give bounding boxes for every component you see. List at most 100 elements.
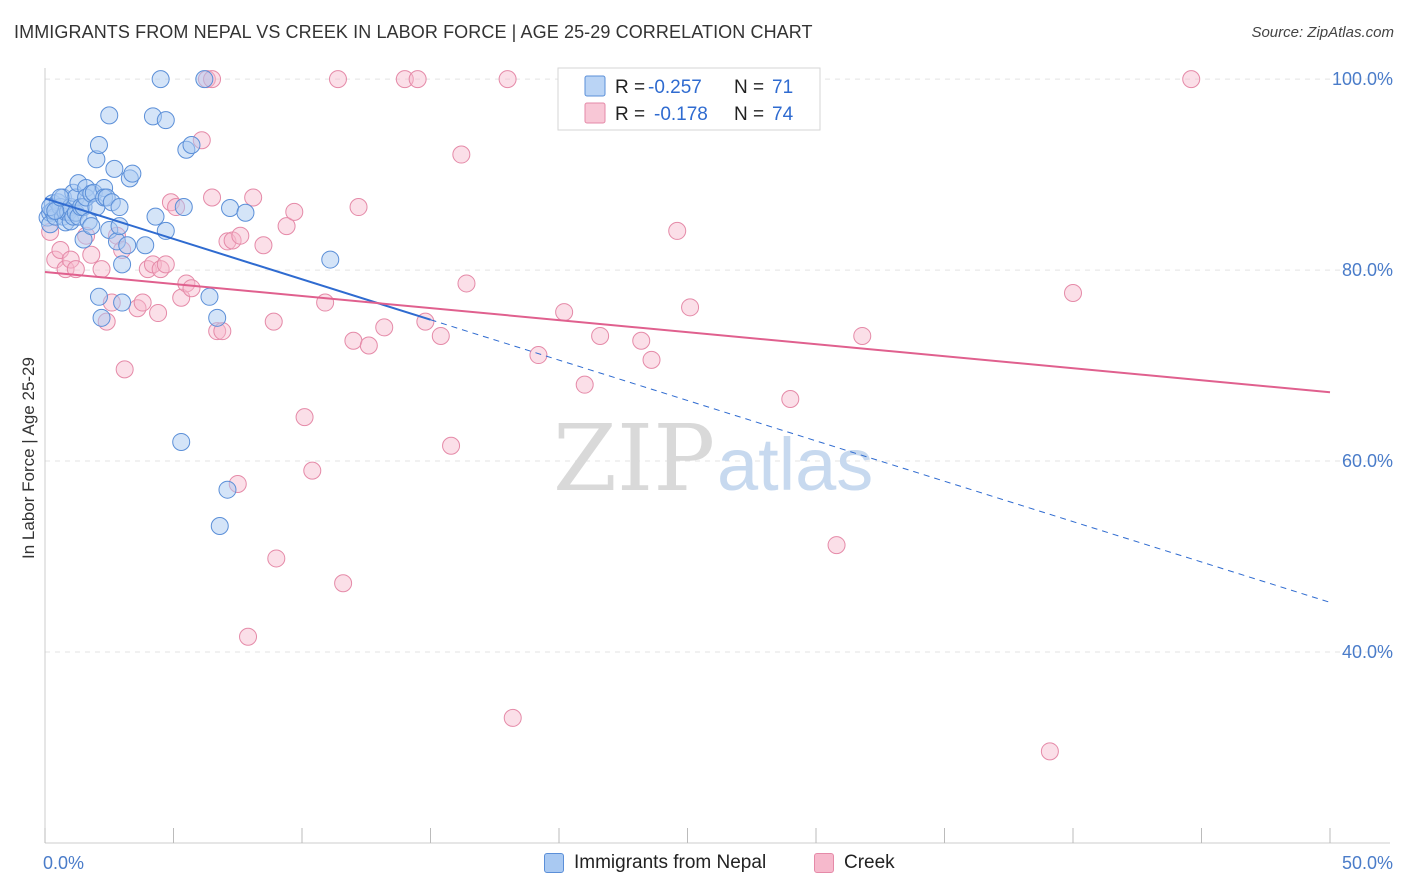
stats-legend: R = -0.257 N = 71 R = -0.178 N = 74: [558, 68, 820, 130]
creek-r-label: R =: [615, 104, 645, 125]
creek-point: [268, 550, 285, 567]
nepal-point: [111, 199, 128, 216]
watermark-zip: ZIP: [553, 405, 715, 512]
creek-trend-line: [45, 272, 1330, 392]
creek-point: [782, 390, 799, 407]
creek-n-label: N =: [734, 104, 764, 125]
nepal-point: [90, 288, 107, 305]
creek-point: [265, 313, 282, 330]
creek-point: [453, 146, 470, 163]
nepal-point: [222, 200, 239, 217]
creek-point: [255, 237, 272, 254]
creek-point: [682, 299, 699, 316]
nepal-point: [90, 136, 107, 153]
y-tick-label-100: 100.0%: [1332, 69, 1393, 89]
nepal-point: [173, 433, 190, 450]
nepal-point: [83, 218, 100, 235]
creek-point: [345, 332, 362, 349]
creek-n-value: 74: [772, 104, 794, 125]
nepal-point: [211, 517, 228, 534]
creek-point: [669, 222, 686, 239]
creek-point: [376, 319, 393, 336]
creek-point: [854, 327, 871, 344]
series-legend: Immigrants from Nepal Creek: [0, 850, 1406, 880]
y-tick-label-60: 60.0%: [1342, 451, 1393, 471]
legend-label-nepal: Immigrants from Nepal: [574, 852, 766, 874]
nepal-r-label: R =: [615, 77, 645, 98]
creek-swatch: [814, 853, 834, 873]
creek-point: [240, 628, 257, 645]
creek-point: [304, 462, 321, 479]
creek-r-value: -0.178: [654, 104, 708, 125]
nepal-n-label: N =: [734, 77, 764, 98]
creek-point: [643, 351, 660, 368]
nepal-point: [106, 160, 123, 177]
creek-point: [204, 189, 221, 206]
creek-point: [83, 246, 100, 263]
creek-point: [183, 280, 200, 297]
creek-point: [409, 71, 426, 88]
creek-point: [556, 304, 573, 321]
legend-item-nepal[interactable]: Immigrants from Nepal: [544, 852, 766, 874]
nepal-point: [322, 251, 339, 268]
nepal-point: [183, 136, 200, 153]
creek-point: [458, 275, 475, 292]
nepal-point: [201, 288, 218, 305]
creek-point: [350, 199, 367, 216]
creek-point: [499, 71, 516, 88]
creek-point: [443, 437, 460, 454]
creek-point: [576, 376, 593, 393]
nepal-point: [137, 237, 154, 254]
nepal-point: [119, 237, 136, 254]
creek-point: [296, 409, 313, 426]
nepal-point: [101, 107, 118, 124]
creek-point: [329, 71, 346, 88]
creek-point: [1041, 743, 1058, 760]
creek-point: [93, 261, 110, 278]
creek-point: [317, 294, 334, 311]
creek-point: [828, 537, 845, 554]
nepal-point: [175, 199, 192, 216]
y-tick-label-80: 80.0%: [1342, 260, 1393, 280]
nepal-point: [114, 256, 131, 273]
nepal-n-value: 71: [772, 77, 793, 98]
creek-point: [633, 332, 650, 349]
creek-point: [232, 227, 249, 244]
creek-point: [134, 294, 151, 311]
creek-point: [1183, 71, 1200, 88]
nepal-point: [209, 309, 226, 326]
nepal-point: [93, 309, 110, 326]
creek-point: [116, 361, 133, 378]
legend-item-creek[interactable]: Creek: [814, 852, 895, 874]
nepal-point: [237, 204, 254, 221]
trend-lines: [45, 198, 1330, 602]
creek-point: [150, 305, 167, 322]
grid-lines: [45, 79, 1390, 652]
creek-point: [592, 327, 609, 344]
nepal-legend-swatch: [585, 76, 605, 96]
creek-point: [286, 203, 303, 220]
nepal-point: [152, 71, 169, 88]
creek-point: [245, 189, 262, 206]
watermark: ZIP atlas: [553, 405, 873, 512]
nepal-point: [114, 294, 131, 311]
creek-point: [530, 347, 547, 364]
scatter-chart: ZIP atlas 40.0%60.0%80.0%100.0%0.0% 50.0%…: [0, 0, 1406, 892]
creek-point: [335, 575, 352, 592]
nepal-r-value: -0.257: [648, 77, 702, 98]
creek-legend-swatch: [585, 103, 605, 123]
nepal-point: [196, 71, 213, 88]
nepal-points: [39, 71, 339, 535]
creek-point: [1065, 284, 1082, 301]
nepal-point: [219, 481, 236, 498]
y-tick-label-40: 40.0%: [1342, 642, 1393, 662]
watermark-atlas: atlas: [717, 423, 873, 506]
nepal-point: [124, 165, 141, 182]
nepal-point: [147, 208, 164, 225]
creek-point: [157, 256, 174, 273]
legend-label-creek: Creek: [844, 852, 895, 874]
nepal-swatch: [544, 853, 564, 873]
creek-point: [360, 337, 377, 354]
creek-point: [504, 709, 521, 726]
nepal-point: [157, 112, 174, 129]
